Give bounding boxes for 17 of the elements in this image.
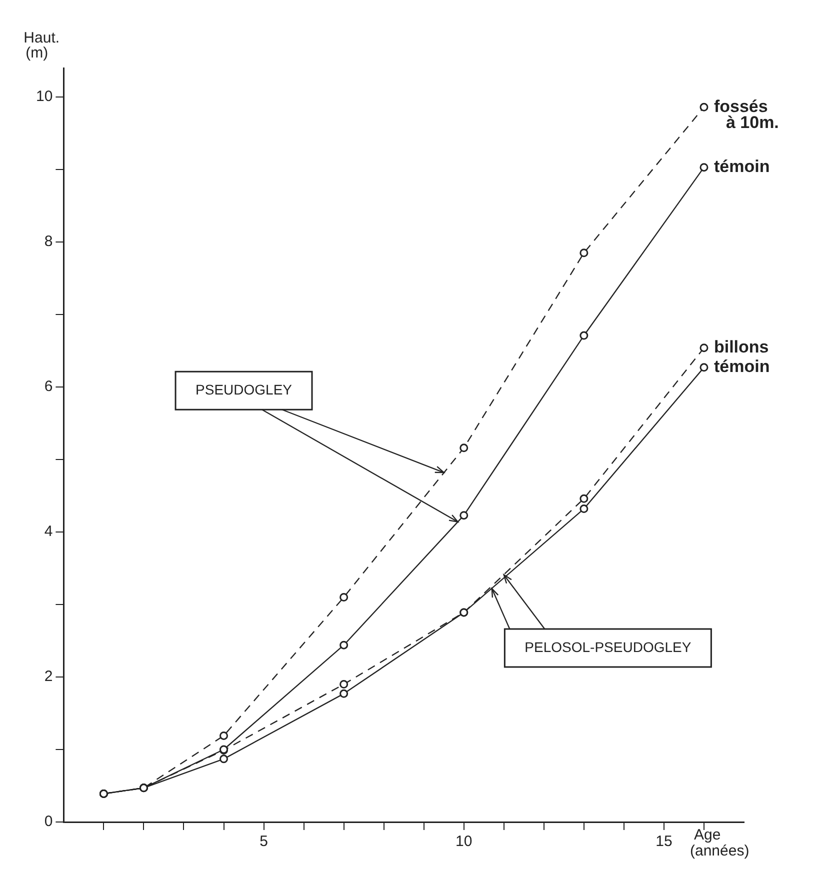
x-tick-label: 5 — [260, 833, 268, 850]
annotation: PELOSOL-PSEUDOGLEY — [524, 638, 692, 655]
x-axis-title: Age (années) — [690, 826, 750, 860]
series-label: témoin — [714, 157, 770, 176]
y-tick-label: 8 — [44, 233, 53, 250]
x-tick-label: 10 — [456, 833, 472, 850]
series-label: témoin — [714, 357, 770, 376]
y-tick-label: 2 — [44, 668, 53, 686]
x-tick-label: 15 — [656, 833, 672, 850]
y-tick-label: 10 — [36, 88, 53, 106]
y-tick-label: 4 — [44, 523, 53, 540]
series-label: fossés à 10m. — [714, 96, 779, 132]
y-axis-title: Haut. (m) — [24, 30, 60, 62]
series-label: billons — [714, 338, 769, 357]
y-tick-label: 6 — [44, 378, 53, 396]
annotation: PSEUDOGLEY — [196, 381, 293, 398]
y-tick-label: 0 — [44, 813, 53, 830]
